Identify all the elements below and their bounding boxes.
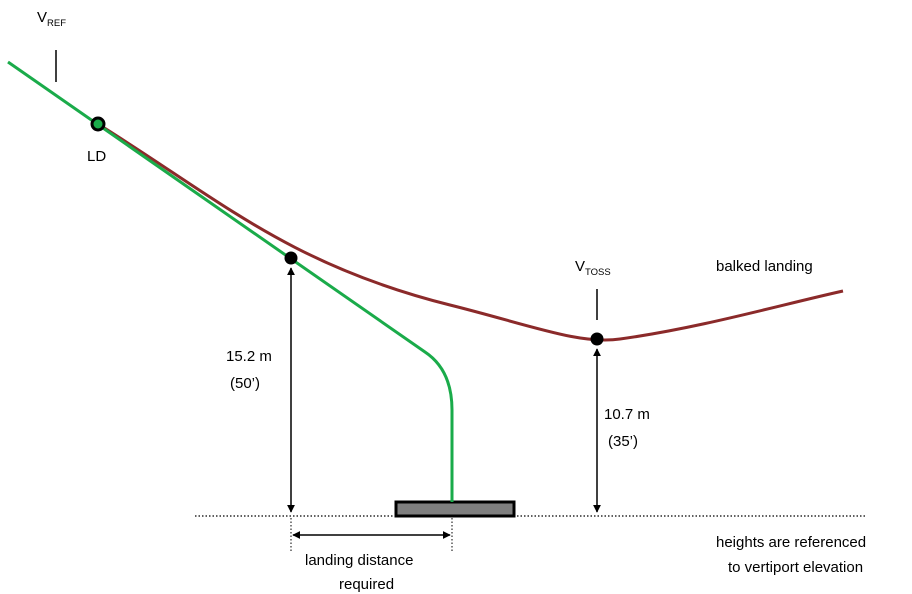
landing-pad: [394, 500, 516, 518]
height-right-value: 10.7 m: [604, 406, 650, 423]
vtoss-point: [590, 332, 604, 346]
landing-distance-label-line1: landing distance: [305, 552, 413, 569]
vref-label: VREF: [37, 9, 66, 29]
vtoss-label: VTOSS: [575, 258, 611, 278]
screen-height-point: [284, 251, 298, 265]
height-right-feet: (35’): [608, 433, 638, 450]
height-left-feet: (50’): [230, 375, 260, 392]
approach-path: [7, 60, 454, 502]
elevation-note-line1: heights are referenced: [716, 534, 866, 551]
balked-landing-label: balked landing: [716, 258, 813, 275]
elevation-note-line2: to vertiport elevation: [728, 559, 863, 576]
balked-landing-path: [97, 122, 844, 342]
height-left-value: 15.2 m: [226, 348, 272, 365]
ld-point: [90, 116, 106, 132]
landing-distance-label-line2: required: [339, 576, 394, 593]
ld-label: LD: [87, 148, 106, 165]
